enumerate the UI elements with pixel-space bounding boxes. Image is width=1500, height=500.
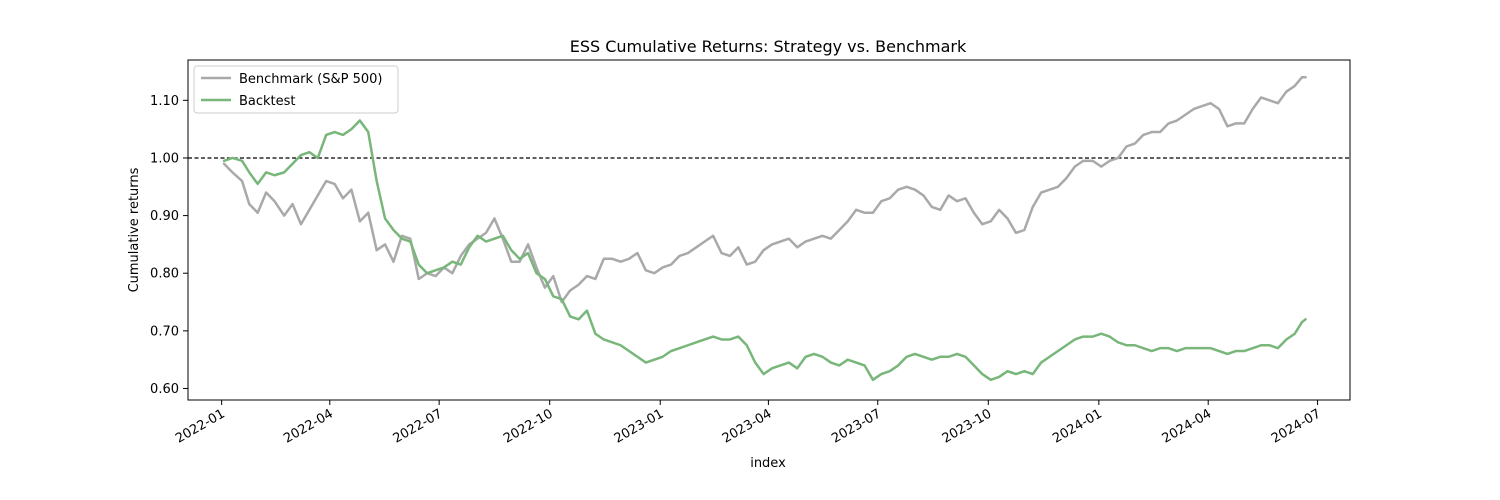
x-axis-label: index	[750, 456, 786, 471]
y-axis-label: Cumulative returns	[127, 167, 142, 292]
x-tick-label: 2024-01	[1050, 406, 1105, 446]
y-tick-label: 0.70	[150, 324, 179, 339]
chart-title: ESS Cumulative Returns: Strategy vs. Ben…	[570, 37, 967, 56]
x-tick-label: 2022-10	[501, 406, 556, 446]
y-tick-label: 1.00	[150, 151, 179, 166]
y-tick-label: 0.60	[150, 382, 179, 397]
backtest-line	[222, 119, 1307, 382]
legend-label-backtest: Backtest	[239, 94, 296, 109]
x-tick-label: 2022-04	[281, 406, 336, 446]
x-axis: 2022-01 2022-04 2022-07 2022-10 2023-01 2023-…	[173, 400, 1324, 447]
x-tick-label: 2023-04	[720, 406, 775, 446]
x-tick-label: 2024-07	[1269, 406, 1324, 446]
y-axis: 0.60 0.70 0.80 0.90 1.00 1.10	[150, 94, 188, 397]
y-tick-label: 0.90	[150, 209, 179, 224]
legend-box	[193, 65, 399, 114]
x-tick-label: 2024-04	[1160, 406, 1215, 446]
benchmark-line	[222, 76, 1307, 304]
legend-label-benchmark: Benchmark (S&P 500)	[239, 72, 383, 87]
legend: Benchmark (S&P 500) Backtest	[193, 65, 399, 114]
x-tick-label: 2022-07	[391, 406, 446, 446]
y-tick-label: 1.10	[150, 94, 179, 109]
y-tick-label: 0.80	[150, 267, 179, 282]
plot-frame	[187, 59, 1351, 401]
x-tick-label: 2023-10	[940, 406, 995, 446]
x-tick-label: 2023-01	[612, 406, 667, 446]
plot-area	[188, 76, 1350, 382]
x-tick-label: 2022-01	[173, 406, 228, 446]
x-tick-label: 2023-07	[829, 406, 884, 446]
